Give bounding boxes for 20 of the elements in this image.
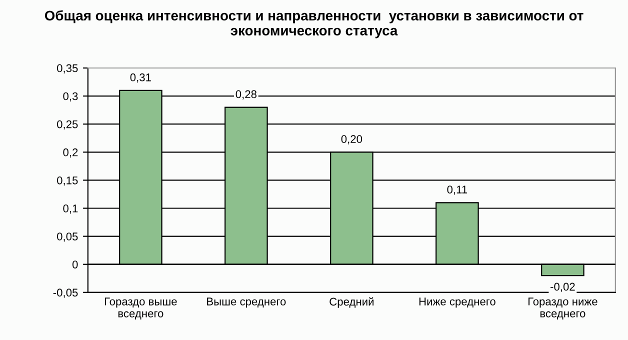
y-tick-label: 0 (72, 260, 78, 268)
y-tick-label: 0,1 (63, 204, 78, 214)
data-label: 0,31 (130, 73, 151, 83)
chart-title: Общая оценка интенсивности и направленности установки в зависимости от экономического статуса (44, 10, 584, 38)
y-tick-label: 0,3 (63, 92, 78, 102)
y-tick-label: 0,35 (57, 64, 78, 74)
x-tick-label: Гораздо выше вседнего (104, 298, 177, 320)
y-tick-label: 0,05 (57, 232, 78, 242)
data-label: 0,11 (447, 186, 468, 195)
y-tick-label: 0,25 (57, 120, 78, 130)
y-tick-label: 0,2 (63, 148, 78, 158)
y-tick-label: -0,05 (53, 288, 78, 298)
x-tick-label: Гораздо ниже вседнего (528, 298, 598, 320)
y-tick-label: 0,15 (57, 176, 78, 186)
x-tick-label: Выше среднего (207, 298, 286, 308)
data-label: -0,02 (550, 282, 575, 292)
x-tick-label: Средний (330, 297, 374, 308)
data-label: 0,28 (236, 90, 257, 100)
data-label: 0,20 (341, 135, 362, 144)
x-tick-label: Ниже среднего (419, 298, 496, 308)
